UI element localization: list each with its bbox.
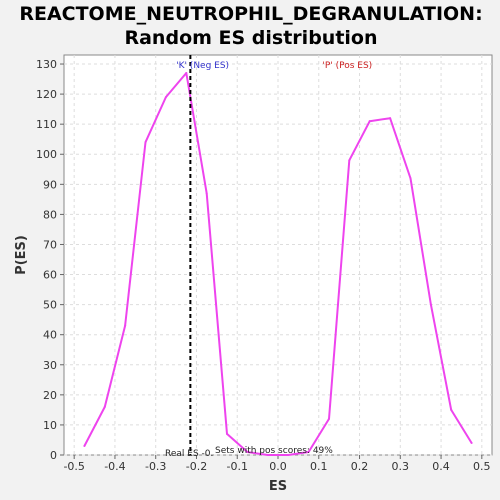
data-point: [144, 141, 147, 144]
data-point: [287, 454, 290, 456]
y-tick-label: 40: [43, 329, 57, 342]
x-tick-label: 0.1: [310, 460, 328, 473]
x-tick-label: 0.0: [269, 460, 287, 473]
series-layer: [83, 72, 473, 456]
neg-es-label: 'K' (Neg ES): [176, 61, 229, 71]
real-es-label: Real ES -0.: [165, 449, 213, 459]
x-axis-ticks: -0.5 -0.4 -0.3 -0.2 -0.1 0.0 0.1 0.2 0.3 0.4 0.5: [63, 455, 491, 473]
pos-es-label: 'P' (Pos ES): [322, 61, 372, 71]
y-tick-label: 70: [43, 238, 57, 251]
data-point: [429, 303, 432, 306]
data-point: [124, 324, 127, 327]
y-tick-label: 110: [36, 118, 57, 131]
data-point: [307, 450, 310, 453]
chart-title-line1: REACTOME_NEUTROPHIL_DEGRANULATION:: [19, 3, 482, 25]
data-point: [327, 417, 330, 420]
data-point: [389, 117, 392, 120]
y-axis-ticks: 0 10 20 30 40 50 60 70 80 90 100 110 120 130: [36, 58, 64, 462]
x-tick-label: 0.2: [351, 460, 369, 473]
data-point: [470, 441, 473, 444]
data-point: [348, 159, 351, 162]
y-tick-label: 120: [36, 88, 57, 101]
x-tick-label: -0.4: [104, 460, 125, 473]
chart-title-line2: Random ES distribution: [124, 27, 377, 49]
y-tick-label: 0: [50, 449, 57, 462]
y-tick-label: 130: [36, 58, 57, 71]
x-tick-label: -0.5: [63, 460, 84, 473]
x-tick-label: -0.2: [186, 460, 207, 473]
grid: [64, 55, 492, 456]
pos-scores-label: Sets with pos scores: 49%: [215, 446, 333, 456]
y-tick-label: 80: [43, 208, 57, 221]
y-tick-label: 30: [43, 359, 57, 372]
data-point: [185, 72, 188, 75]
data-point: [164, 96, 167, 99]
data-point: [205, 192, 208, 195]
y-axis-label: P(ES): [14, 235, 29, 275]
x-axis-label: ES: [269, 479, 287, 494]
data-point: [409, 177, 412, 180]
y-tick-label: 20: [43, 389, 57, 402]
y-tick-label: 90: [43, 178, 57, 191]
data-point: [226, 432, 229, 435]
y-tick-label: 60: [43, 269, 57, 282]
y-tick-label: 10: [43, 419, 57, 432]
data-point: [266, 454, 269, 456]
x-tick-label: 0.5: [473, 460, 491, 473]
data-point: [246, 450, 249, 453]
x-tick-label: 0.4: [432, 460, 450, 473]
y-tick-label: 50: [43, 299, 57, 312]
data-point: [450, 408, 453, 411]
x-tick-label: 0.3: [392, 460, 410, 473]
x-tick-label: -0.1: [227, 460, 248, 473]
y-tick-label: 100: [36, 148, 57, 161]
data-point: [368, 120, 371, 123]
x-tick-label: -0.3: [145, 460, 166, 473]
data-point: [83, 444, 86, 447]
series-line: [83, 72, 473, 456]
data-point: [103, 405, 106, 408]
